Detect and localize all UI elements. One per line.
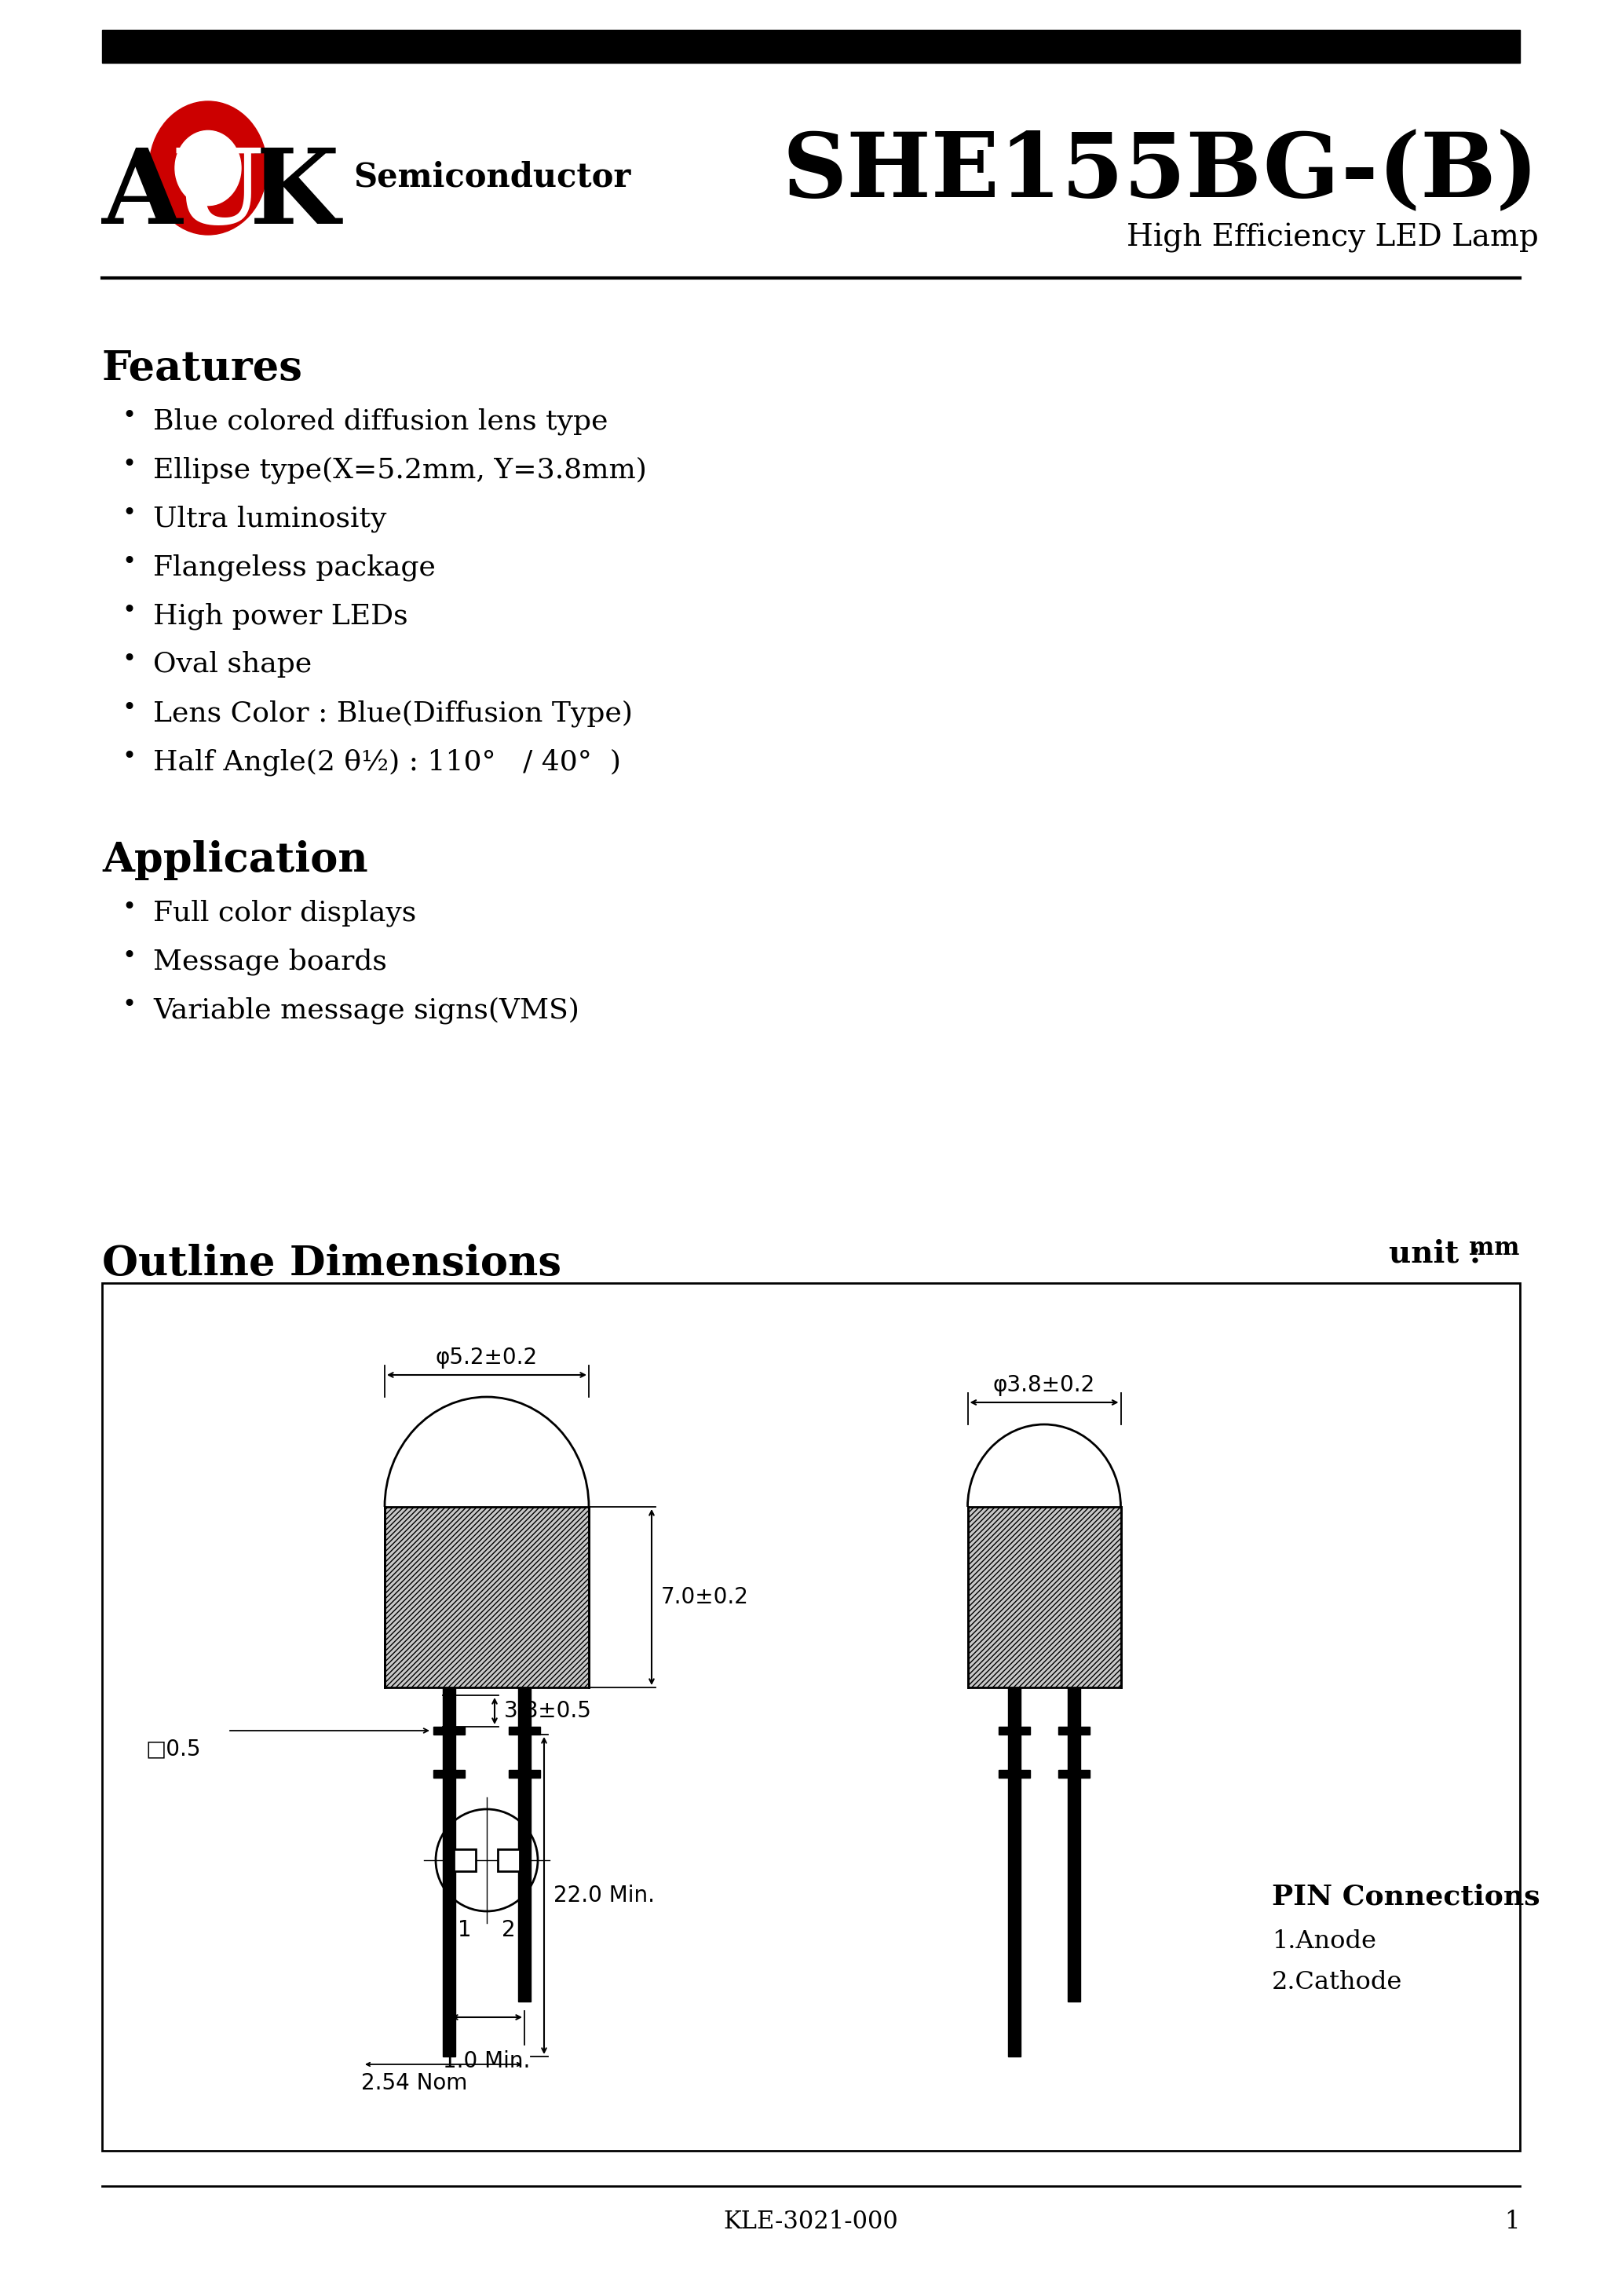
Text: Semiconductor: Semiconductor [354,161,631,193]
Text: K: K [250,145,339,246]
Text: unit :: unit : [1388,1240,1492,1270]
Text: 7.0±0.2: 7.0±0.2 [662,1587,749,1607]
Bar [999,1727,1030,1733]
Text: Ellipse type(X=5.2mm, Y=3.8mm): Ellipse type(X=5.2mm, Y=3.8mm) [152,457,647,484]
Bar [1067,1688,1080,2002]
Text: Lens Color : Blue(Diffusion Type): Lens Color : Blue(Diffusion Type) [152,700,633,728]
Bar [999,1770,1030,1777]
Text: 1: 1 [457,1919,472,1940]
Text: •: • [122,599,136,622]
Bar [102,1283,1520,2151]
Text: High Efficiency LED Lamp: High Efficiency LED Lamp [1127,223,1539,253]
Text: mm: mm [1470,1235,1520,1261]
Bar [102,30,1520,62]
Text: Outline Dimensions: Outline Dimensions [102,1244,561,1283]
Text: Message boards: Message boards [152,948,388,976]
Text: 1.0 Min.: 1.0 Min. [443,2050,530,2073]
Text: •: • [122,404,136,427]
Text: φ3.8±0.2: φ3.8±0.2 [993,1373,1095,1396]
Text: •: • [122,746,136,767]
Text: •: • [122,994,136,1017]
Text: 2: 2 [501,1919,516,1940]
Ellipse shape [175,131,242,204]
Bar [1058,1727,1090,1733]
Text: Full color displays: Full color displays [152,900,417,925]
Bar [433,1727,466,1733]
Text: PIN Connections: PIN Connections [1272,1883,1539,1910]
Text: •: • [122,944,136,967]
Text: KLE-3021-000: KLE-3021-000 [723,2209,899,2234]
Text: 2.54 Nom: 2.54 Nom [362,2073,467,2094]
Text: •: • [122,551,136,574]
Text: □0.5: □0.5 [146,1738,201,1759]
Text: 1.Anode: 1.Anode [1272,1929,1375,1954]
Text: •: • [122,647,136,670]
Text: Flangeless package: Flangeless package [152,553,436,581]
Text: 1: 1 [1505,2209,1520,2234]
Bar [1007,1688,1020,2057]
Text: φ5.2±0.2: φ5.2±0.2 [436,1348,539,1368]
Text: Blue colored diffusion lens type: Blue colored diffusion lens type [152,406,608,434]
Text: •: • [122,452,136,475]
Bar [1058,1770,1090,1777]
Bar [509,1727,540,1733]
Text: Variable message signs(VMS): Variable message signs(VMS) [152,996,579,1024]
Text: Half Angle(2 θ½) : 110°   / 40°  ): Half Angle(2 θ½) : 110° / 40° ) [152,748,621,776]
Bar [968,1506,1121,1688]
Text: 22.0 Min.: 22.0 Min. [553,1885,655,1906]
Bar [454,1848,475,1871]
Text: •: • [122,696,136,719]
Bar [384,1506,589,1688]
Text: 3.8±0.5: 3.8±0.5 [504,1699,592,1722]
Text: Oval shape: Oval shape [152,652,311,677]
Text: •: • [122,895,136,918]
Text: High power LEDs: High power LEDs [152,602,409,629]
Text: Features: Features [102,349,303,388]
Text: •: • [122,503,136,523]
Bar [517,1688,530,2002]
Bar [498,1848,519,1871]
Text: A: A [102,145,182,246]
Text: U: U [172,145,263,246]
Text: Application: Application [102,840,368,879]
Text: Ultra luminosity: Ultra luminosity [152,505,386,533]
Bar [443,1688,456,2057]
Text: SHE155BG-(B): SHE155BG-(B) [782,129,1539,216]
Text: 2.Cathode: 2.Cathode [1272,1970,1403,1995]
Circle shape [436,1809,539,1910]
Bar [433,1770,466,1777]
Bar [509,1770,540,1777]
Ellipse shape [149,101,268,234]
